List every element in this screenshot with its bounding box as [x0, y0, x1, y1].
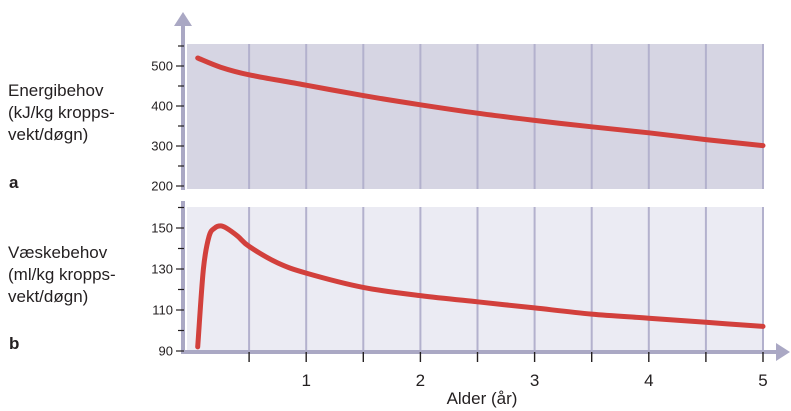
x-axis-label: Alder (år)	[447, 389, 518, 408]
x-tick-label: 3	[530, 371, 539, 390]
panel-b-ylabel-line: vekt/døgn)	[8, 287, 89, 306]
panel-b-y-tick-label: 110	[152, 303, 173, 318]
energy-requirement-line	[195, 55, 766, 149]
panel-a-ylabel-line: vekt/døgn)	[8, 125, 89, 144]
panel-a-y-tick-label: 300	[151, 139, 173, 154]
x-tick-label: 5	[758, 371, 767, 390]
panel-b-y-tick-label: 90	[159, 344, 173, 359]
panel-a-y-tick-label: 400	[151, 99, 173, 114]
fluid-requirement-line	[195, 223, 766, 350]
axes: 1 2 3 4 5 200 300 400 500 90 110 130 150	[151, 12, 790, 390]
panel-b-background	[187, 207, 763, 352]
x-tick-label: 4	[644, 371, 653, 390]
panel-a-letter: a	[9, 173, 19, 192]
x-tick-label: 2	[416, 371, 425, 390]
panel-a-ylabel-line: (kJ/kg kropps-	[8, 103, 115, 122]
panel-b-letter: b	[9, 334, 20, 353]
panel-a-plot	[187, 44, 766, 189]
panel-b-y-tick-label: 150	[151, 221, 173, 236]
panel-b-plot	[187, 207, 766, 352]
panel-b-ylabel: Væskebehov (ml/kg kropps- vekt/døgn)	[8, 242, 116, 308]
panel-a-y-tick-label: 500	[151, 59, 173, 74]
panel-b-ylabel-line: Væskebehov	[8, 243, 108, 262]
x-tick-label: 1	[301, 371, 310, 390]
panel-a-background	[187, 44, 763, 189]
panel-b-ylabel-line: (ml/kg kropps-	[8, 265, 116, 284]
x-axis-arrow-icon	[776, 343, 790, 361]
y-axis-arrow-icon	[174, 12, 192, 26]
panel-a-ylabel: Energibehov (kJ/kg kropps- vekt/døgn)	[8, 80, 115, 146]
panel-b-y-tick-label: 130	[151, 262, 173, 277]
panel-a-ylabel-line: Energibehov	[8, 81, 104, 100]
panel-a-y-tick-label: 200	[151, 179, 173, 194]
